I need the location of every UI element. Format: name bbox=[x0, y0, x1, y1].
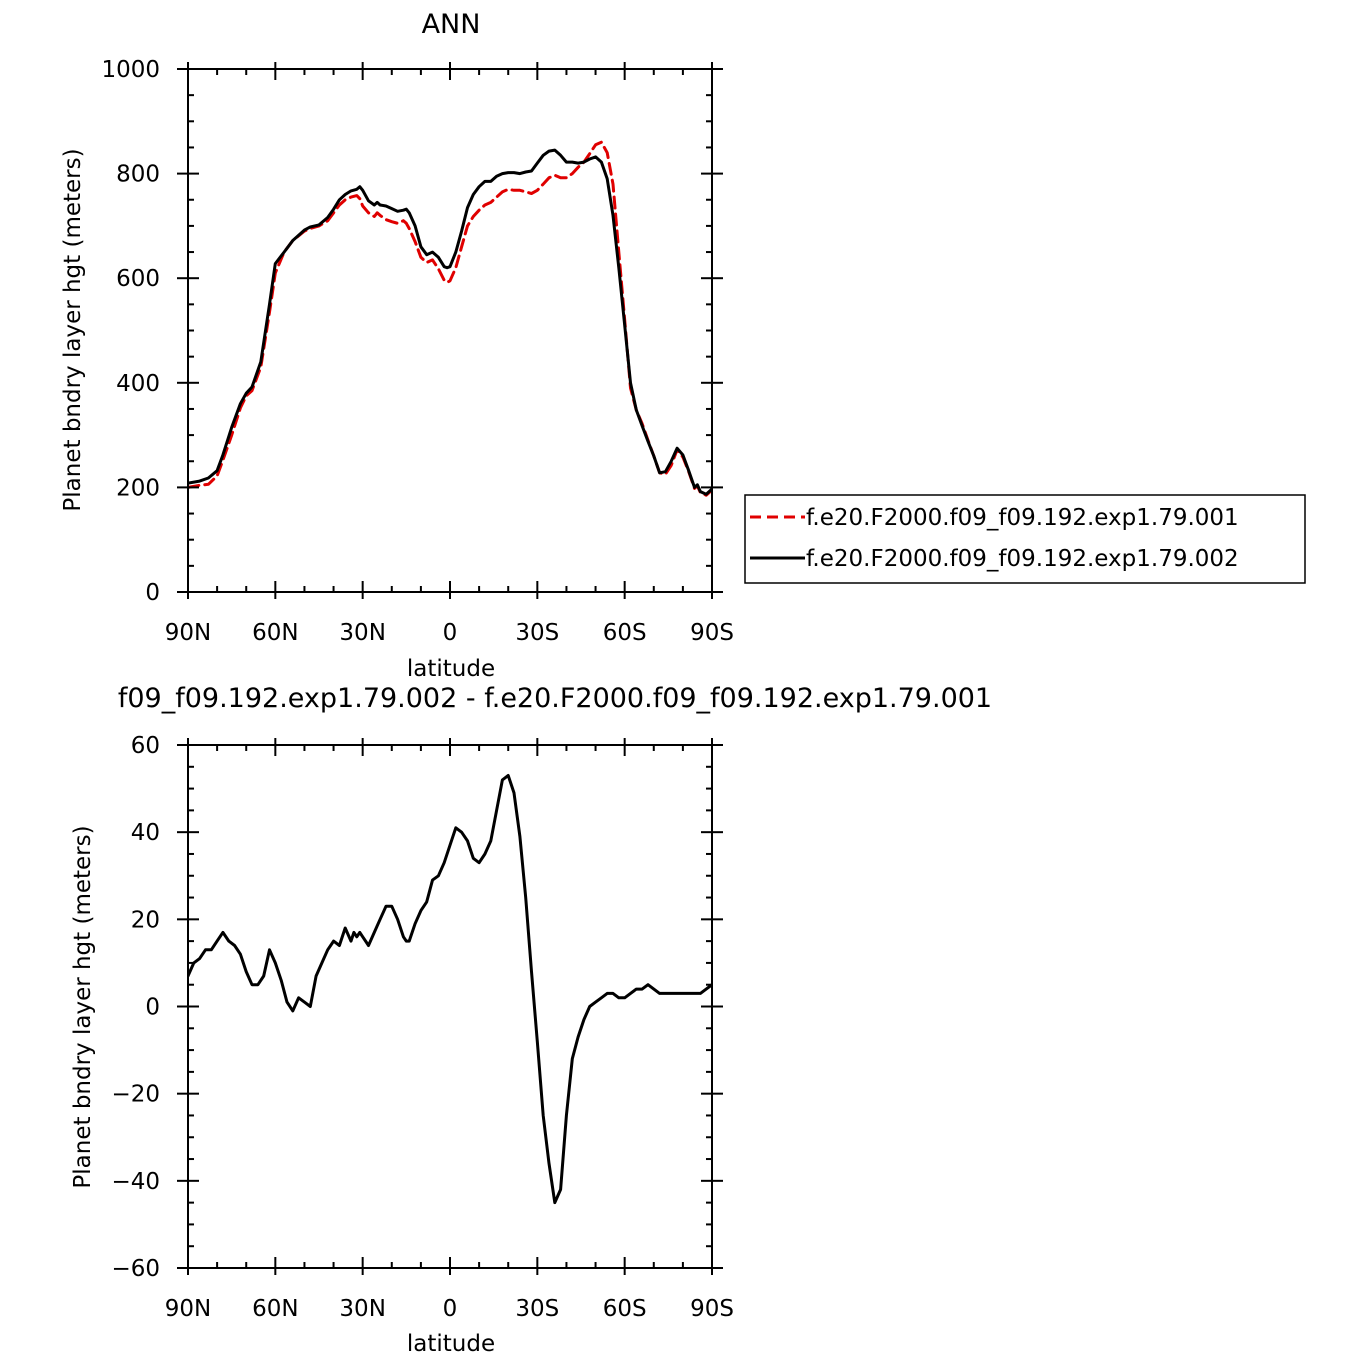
bottom-plot-frame bbox=[187, 744, 713, 1269]
bottom-plot-y-tick-label: −20 bbox=[111, 1082, 160, 1108]
top-plot-series-2-line bbox=[188, 148, 712, 496]
bottom-plot-title: f09_f09.192.exp1.79.002 - f.e20.F2000.f0… bbox=[118, 683, 992, 714]
top-plot-y-tick-label: 0 bbox=[145, 580, 160, 606]
top-plot-x-axis-label: latitude bbox=[407, 656, 495, 682]
top-plot-x-tick-label: 60S bbox=[603, 620, 647, 646]
legend-entry-series-2: f.e20.F2000.f09_f09.192.exp1.79.002 bbox=[806, 546, 1239, 572]
top-plot-x-tick-label: 60N bbox=[252, 620, 298, 646]
bottom-plot-y-tick-label: 40 bbox=[131, 820, 160, 846]
bottom-plot-x-tick-label: 0 bbox=[443, 1296, 458, 1322]
top-plot-series-group bbox=[188, 140, 712, 497]
bottom-plot-x-tick-label: 60N bbox=[252, 1296, 298, 1322]
top-plot-title: ANN bbox=[422, 9, 481, 40]
bottom-plot-y-tick-label: 60 bbox=[131, 733, 160, 759]
top-plot-x-tick-label: 0 bbox=[443, 620, 458, 646]
top-plot-y-tick-label: 800 bbox=[116, 162, 160, 188]
bottom-plot-x-tick-label: 90S bbox=[690, 1296, 734, 1322]
top-plot-y-tick-label: 600 bbox=[116, 266, 160, 292]
bottom-plot-x-tick-label: 30N bbox=[339, 1296, 385, 1322]
bottom-plot-series-group bbox=[188, 774, 712, 1205]
bottom-plot-panel: f09_f09.192.exp1.79.002 - f.e20.F2000.f0… bbox=[70, 683, 992, 1357]
top-plot-y-tick-label: 1000 bbox=[101, 57, 160, 83]
bottom-plot-x-tick-label: 60S bbox=[603, 1296, 647, 1322]
legend-box bbox=[744, 494, 1306, 584]
top-plot-y-tick-label: 200 bbox=[116, 475, 160, 501]
legend: f.e20.F2000.f09_f09.192.exp1.79.001 f.e2… bbox=[744, 494, 1306, 584]
bottom-plot-y-axis-label: Planet bndry layer hgt (meters) bbox=[70, 825, 96, 1188]
bottom-plot-x-tick-label: 30S bbox=[515, 1296, 559, 1322]
top-plot-x-tick-label: 30S bbox=[515, 620, 559, 646]
bottom-plot-x-tick-label: 90N bbox=[165, 1296, 211, 1322]
bottom-plot-series-1-line bbox=[188, 774, 712, 1205]
top-plot-x-tick-label: 90N bbox=[165, 620, 211, 646]
top-plot-panel: ANN latitude Planet bndry layer hgt (met… bbox=[60, 9, 734, 682]
top-plot-x-tick-label: 90S bbox=[690, 620, 734, 646]
bottom-plot-x-axis-label: latitude bbox=[407, 1331, 495, 1357]
legend-entry-series-1: f.e20.F2000.f09_f09.192.exp1.79.001 bbox=[806, 505, 1239, 531]
bottom-plot-y-tick-label: 0 bbox=[145, 995, 160, 1021]
bottom-plot-y-tick-label: −60 bbox=[111, 1256, 160, 1282]
top-plot-y-tick-label: 400 bbox=[116, 371, 160, 397]
bottom-plot-y-tick-label: 20 bbox=[131, 907, 160, 933]
top-plot-y-axis-label: Planet bndry layer hgt (meters) bbox=[60, 148, 86, 511]
top-plot-x-tick-label: 30N bbox=[339, 620, 385, 646]
bottom-plot-y-tick-label: −40 bbox=[111, 1169, 160, 1195]
